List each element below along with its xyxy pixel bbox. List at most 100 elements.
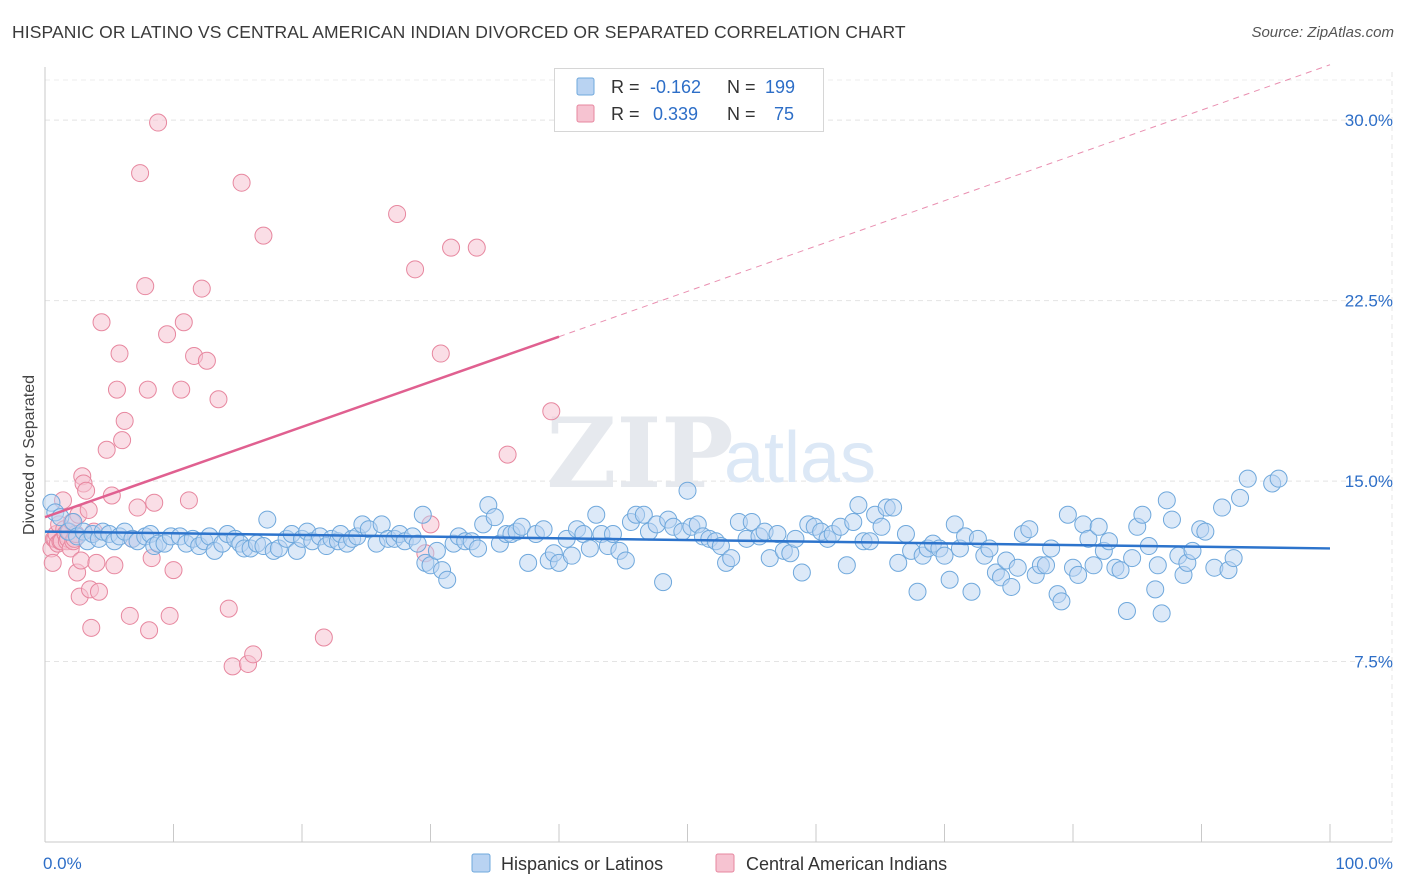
point-central-american-indians-41 <box>120 606 139 625</box>
point-hispanics-or-latinos-177 <box>1069 565 1088 584</box>
point-hispanics-or-latinos-187 <box>1123 549 1142 568</box>
point-central-american-indians-74 <box>467 238 486 257</box>
point-central-american-indians-54 <box>172 380 191 399</box>
y-tick-label-1: 15.0% <box>1345 472 1393 491</box>
point-hispanics-or-latinos-181 <box>1089 517 1108 536</box>
point-hispanics-or-latinos-128 <box>786 529 805 548</box>
point-hispanics-or-latinos-158 <box>962 582 981 601</box>
point-hispanics-or-latinos-179 <box>1079 529 1098 548</box>
point-hispanics-or-latinos-100 <box>616 551 635 570</box>
point-central-american-indians-33 <box>92 313 111 332</box>
point-central-american-indians-23 <box>71 551 90 570</box>
point-hispanics-or-latinos-171 <box>1037 556 1056 575</box>
point-hispanics-or-latinos-78 <box>485 508 504 527</box>
point-hispanics-or-latinos-168 <box>1020 520 1039 539</box>
point-hispanics-or-latinos-129 <box>792 563 811 582</box>
point-central-american-indians-58 <box>192 279 211 298</box>
point-hispanics-or-latinos-142 <box>872 517 891 536</box>
point-hispanics-or-latinos-110 <box>678 481 697 500</box>
point-hispanics-or-latinos-165 <box>1002 577 1021 596</box>
point-hispanics-or-latinos-65 <box>413 505 432 524</box>
grid <box>45 72 1393 842</box>
point-central-american-indians-68 <box>388 204 407 223</box>
x-tick-label-1: 100.0% <box>1335 854 1393 873</box>
point-hispanics-or-latinos-148 <box>908 582 927 601</box>
point-hispanics-or-latinos-118 <box>722 549 741 568</box>
point-hispanics-or-latinos-153 <box>935 546 954 565</box>
point-hispanics-or-latinos-175 <box>1058 505 1077 524</box>
point-central-american-indians-66 <box>254 226 273 245</box>
point-central-american-indians-73 <box>442 238 461 257</box>
point-central-american-indians-69 <box>406 260 425 279</box>
point-hispanics-or-latinos-86 <box>534 520 553 539</box>
point-hispanics-or-latinos-138 <box>849 496 868 515</box>
series-legend-svg: Hispanics or Latinos Central American In… <box>471 853 947 874</box>
point-hispanics-or-latinos-207 <box>1238 469 1257 488</box>
point-central-american-indians-38 <box>110 344 129 363</box>
point-central-american-indians-62 <box>223 657 242 676</box>
point-hispanics-or-latinos-174 <box>1052 592 1071 611</box>
legend-n-value-pink: 75 <box>774 104 794 124</box>
y-tick-label-0: 7.5% <box>1354 653 1393 672</box>
legend-r-label-blue: R = <box>611 77 640 97</box>
point-hispanics-or-latinos-206 <box>1231 488 1250 507</box>
series-legend-label-blue: Hispanics or Latinos <box>501 854 663 874</box>
point-hispanics-or-latinos-192 <box>1148 556 1167 575</box>
point-hispanics-or-latinos-146 <box>896 525 915 543</box>
point-hispanics-or-latinos-116 <box>711 537 730 556</box>
series-legend-label-pink: Central American Indians <box>746 854 947 874</box>
point-central-american-indians-52 <box>160 606 179 625</box>
point-hispanics-or-latinos-145 <box>889 553 908 572</box>
point-central-american-indians-61 <box>219 599 238 618</box>
point-hispanics-or-latinos-70 <box>438 570 457 589</box>
point-hispanics-or-latinos-193 <box>1152 604 1171 623</box>
x-tick-label-0: 0.0% <box>43 854 82 873</box>
correlation-legend-svg: R = -0.162 N = 199 R = 0.339 N = 75 <box>576 77 795 124</box>
point-central-american-indians-49 <box>145 493 164 512</box>
trend-extension-central-american-indians <box>558 64 1331 338</box>
point-central-american-indians-40 <box>115 411 134 430</box>
point-hispanics-or-latinos-144 <box>884 498 903 517</box>
point-hispanics-or-latinos-94 <box>580 539 599 558</box>
point-hispanics-or-latinos-106 <box>654 573 673 592</box>
point-hispanics-or-latinos-136 <box>837 556 856 575</box>
point-hispanics-or-latinos-194 <box>1157 491 1176 510</box>
point-hispanics-or-latinos-166 <box>1008 558 1027 577</box>
point-hispanics-or-latinos-155 <box>945 515 964 534</box>
watermark: ZIP atlas <box>546 397 876 510</box>
point-hispanics-or-latinos-201 <box>1196 522 1215 541</box>
point-central-american-indians-37 <box>107 380 126 399</box>
legend-swatch-pink <box>576 104 595 123</box>
point-central-american-indians-53 <box>164 561 183 580</box>
point-hispanics-or-latinos-125 <box>768 525 787 543</box>
point-central-american-indians-60 <box>209 390 228 409</box>
series-legend-swatch-pink <box>715 853 735 873</box>
watermark-atlas: atlas <box>724 418 876 498</box>
point-central-american-indians-55 <box>174 313 193 332</box>
point-hispanics-or-latinos-38 <box>258 510 277 529</box>
point-hispanics-or-latinos-199 <box>1183 541 1202 560</box>
point-central-american-indians-44 <box>131 164 150 183</box>
point-hispanics-or-latinos-195 <box>1162 510 1181 529</box>
point-hispanics-or-latinos-180 <box>1084 556 1103 575</box>
point-hispanics-or-latinos-191 <box>1146 580 1165 599</box>
point-central-american-indians-50 <box>149 113 168 132</box>
chart-source: Source: ZipAtlas.com <box>1251 24 1394 41</box>
point-central-american-indians-31 <box>87 553 106 572</box>
chart-title: HISPANIC OR LATINO VS CENTRAL AMERICAN I… <box>12 22 906 42</box>
point-central-american-indians-76 <box>542 402 561 421</box>
point-central-american-indians-51 <box>158 325 177 344</box>
point-central-american-indians-26 <box>77 481 96 500</box>
y-tick-label-3: 30.0% <box>1345 111 1393 130</box>
point-central-american-indians-56 <box>179 491 198 510</box>
point-hispanics-or-latinos-68 <box>427 541 446 560</box>
trend-hispanics-or-latinos <box>44 530 1331 550</box>
point-central-american-indians-67 <box>314 628 333 647</box>
point-central-american-indians-65 <box>244 645 263 664</box>
point-hispanics-or-latinos-161 <box>980 539 999 558</box>
point-central-american-indians-29 <box>82 618 101 637</box>
point-hispanics-or-latinos-205 <box>1224 549 1243 568</box>
point-hispanics-or-latinos-203 <box>1213 498 1232 517</box>
trend-central-american-indians <box>44 335 560 519</box>
y-axis-label: Divorced or Separated <box>21 375 38 535</box>
